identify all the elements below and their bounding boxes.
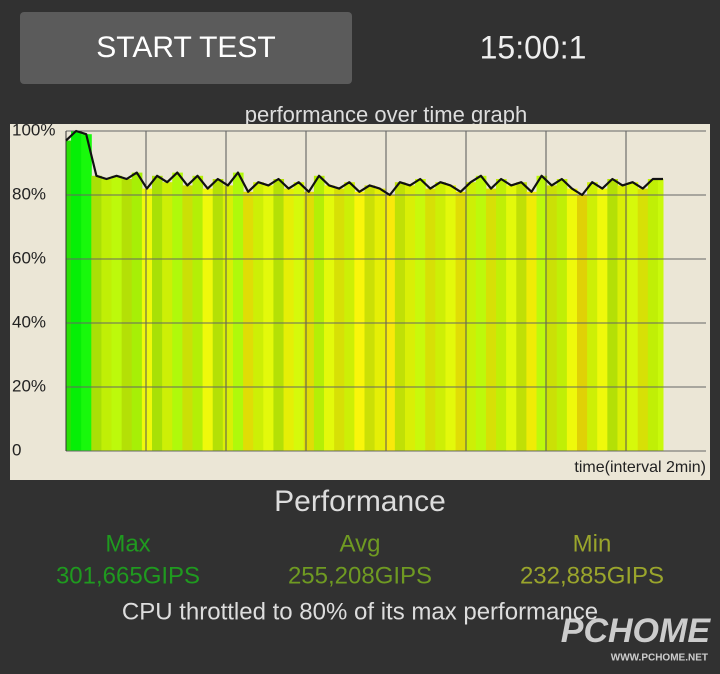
level-bar	[263, 185, 274, 451]
throttle-note: CPU throttled to 80% of its max performa…	[122, 598, 598, 625]
level-bar	[475, 175, 487, 452]
level-bar	[131, 172, 143, 451]
stat-value: 255,208GIPS	[288, 562, 432, 589]
x-axis-label: time(interval 2min)	[574, 459, 706, 476]
level-bar	[141, 188, 153, 451]
level-bar	[425, 188, 436, 451]
level-bar	[334, 188, 345, 451]
button-label[interactable]: START TEST	[96, 31, 276, 64]
stat-value: 301,665GIPS	[56, 562, 200, 589]
level-bar	[243, 191, 254, 452]
level-bar	[152, 175, 163, 452]
start-button[interactable]	[20, 12, 352, 84]
watermark-logo: PCHOME	[561, 612, 712, 650]
level-bar	[415, 179, 426, 451]
level-bar	[111, 175, 123, 452]
level-bar	[313, 175, 325, 452]
level-bar	[344, 182, 355, 451]
level-bar	[627, 182, 639, 451]
level-bar	[71, 131, 82, 451]
level-bar	[91, 175, 102, 452]
level-bar	[597, 188, 608, 451]
level-bar	[293, 182, 305, 451]
level-bar	[516, 182, 527, 451]
level-bar	[121, 179, 133, 451]
level-bar	[222, 185, 234, 451]
level-bar	[485, 188, 497, 451]
level-bar	[455, 191, 467, 452]
level-bar	[546, 185, 558, 451]
chart-title: performance over time graph	[245, 102, 527, 127]
level-bar	[283, 188, 295, 451]
level-bar	[374, 188, 386, 451]
level-bar	[202, 188, 214, 451]
level-bar	[394, 182, 406, 451]
level-bar	[566, 188, 578, 451]
level-bar	[162, 182, 173, 451]
stat-value: 232,885GIPS	[520, 562, 664, 589]
level-bar	[324, 185, 335, 451]
level-bar	[647, 179, 659, 451]
level-bar	[192, 175, 204, 452]
level-bar	[66, 140, 72, 451]
level-bar	[587, 182, 598, 451]
level-bar	[212, 179, 224, 451]
stat-label: Avg	[340, 530, 381, 557]
level-bar	[253, 182, 264, 451]
timer: 15:00:1	[480, 29, 587, 65]
level-bar	[81, 134, 92, 451]
level-bar	[354, 191, 365, 452]
y-tick-label: 100%	[12, 120, 55, 139]
level-bar	[364, 185, 376, 451]
stats-title: Performance	[274, 485, 446, 518]
level-bar	[101, 179, 113, 451]
level-bar	[435, 182, 446, 451]
performance-line	[65, 129, 663, 197]
level-bar	[182, 185, 193, 451]
level-bar	[172, 172, 183, 451]
level-bar	[496, 179, 507, 451]
stat-label: Min	[573, 530, 612, 557]
level-bar	[232, 172, 244, 451]
level-bar	[465, 182, 477, 451]
level-bar	[404, 185, 416, 451]
watermark-url: WWW.PCHOME.NET	[611, 653, 708, 664]
level-bar	[657, 179, 664, 451]
y-tick-label: 40%	[12, 312, 46, 331]
y-tick-label: 60%	[12, 248, 46, 267]
level-bar	[536, 175, 548, 452]
level-bar	[556, 179, 568, 451]
y-tick-label: 20%	[12, 376, 46, 395]
level-bar	[445, 185, 457, 451]
stat-label: Max	[105, 530, 150, 557]
level-bar	[273, 179, 285, 451]
level-bar	[303, 191, 315, 452]
level-bar	[506, 185, 517, 451]
level-bar	[526, 191, 538, 452]
y-tick-label: 0	[12, 440, 21, 459]
level-bar	[637, 188, 649, 451]
y-tick-label: 80%	[12, 184, 46, 203]
level-bar	[607, 179, 618, 451]
level-bar	[617, 185, 629, 451]
